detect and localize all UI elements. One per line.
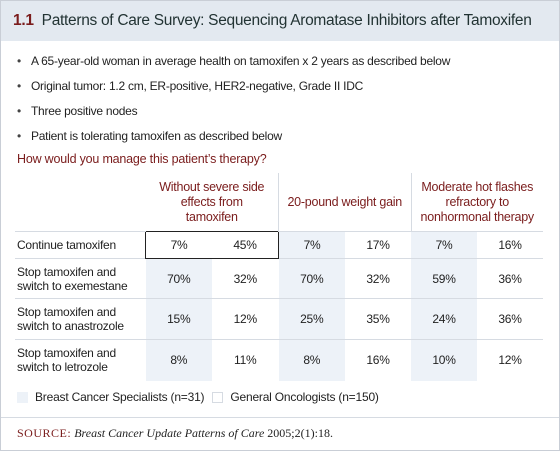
column-group: Without severe side effects from tamoxif… <box>159 179 265 224</box>
table-cell: 59% <box>411 258 477 299</box>
table-cell: 12% <box>477 339 543 381</box>
table-cell: 70% <box>145 258 212 299</box>
corner-cell <box>15 173 146 232</box>
table-row: Stop tamoxifen and switch to exemestane 7… <box>15 258 543 299</box>
table-cell: 32% <box>212 258 279 299</box>
bullet: Patient is tolerating tamoxifen as descr… <box>17 126 450 151</box>
table-cell: 7% <box>145 231 212 259</box>
header: 1.1 Patterns of Care Survey: Sequencing … <box>1 1 559 41</box>
table-cell: 36% <box>477 298 543 340</box>
table-cell: 32% <box>345 258 411 299</box>
source-citation: 2005;2(1):18. <box>267 426 333 440</box>
legend-label: General Oncologists (n=150) <box>230 390 379 404</box>
figure-title: Patterns of Care Survey: Sequencing Arom… <box>41 12 532 29</box>
table-row: Continue tamoxifen 7% 45% 7% 17% 7% 16% <box>15 231 543 259</box>
source-note: SOURCE: Breast Cancer Update Patterns of… <box>1 417 559 449</box>
question: How would you manage this patient’s ther… <box>17 152 267 166</box>
bullet: Original tumor: 1.2 cm, ER-positive, HER… <box>17 76 450 101</box>
column-group: 20-pound weight gain <box>278 173 411 232</box>
table-cell: 8% <box>278 339 345 381</box>
table-cell: 25% <box>278 298 345 340</box>
bullet-list: A 65-year-old woman in average health on… <box>17 51 450 151</box>
row-label: Stop tamoxifen and switch to exemestane <box>15 258 146 299</box>
table-cell: 7% <box>278 231 345 259</box>
legend-swatch <box>212 391 224 403</box>
table-row: Stop tamoxifen and switch to anastrozole… <box>15 298 543 340</box>
table-cell: 7% <box>411 231 477 259</box>
bullet: A 65-year-old woman in average health on… <box>17 51 450 76</box>
column-group: Moderate hot flashes refractory to nonho… <box>410 173 543 232</box>
table-row: Stop tamoxifen and switch to letrozole 8%… <box>15 339 543 381</box>
row-label: Continue tamoxifen <box>15 231 146 259</box>
legend-swatch <box>17 391 28 403</box>
table-cell: 16% <box>345 339 411 381</box>
table-cell: 15% <box>145 298 212 340</box>
table-cell: 24% <box>411 298 477 340</box>
figure-number: 1.1 <box>13 12 34 29</box>
table-cell: 36% <box>477 258 543 299</box>
row-label: Stop tamoxifen and switch to letrozole <box>15 339 146 381</box>
table-cell: 16% <box>477 231 543 259</box>
legend: Breast Cancer Specialists (n=31) General … <box>17 390 387 404</box>
legend-label: Breast Cancer Specialists (n=31) <box>35 390 205 404</box>
table-cell: 12% <box>212 298 279 340</box>
table-cell: 10% <box>411 339 477 381</box>
results-table: Without severe side effects from tamoxif… <box>15 173 543 381</box>
source-label: SOURCE: <box>17 426 72 440</box>
table-cell: 8% <box>145 339 212 381</box>
table-cell: 11% <box>212 339 279 381</box>
table-cell: 17% <box>345 231 411 259</box>
bullet: Three positive nodes <box>17 101 450 126</box>
row-label: Stop tamoxifen and switch to anastrozole <box>15 298 146 340</box>
table-cell: 35% <box>345 298 411 340</box>
source-publication: Breast Cancer Update Patterns of Care <box>74 426 265 440</box>
table-cell: 45% <box>212 231 279 259</box>
table-cell: 70% <box>278 258 345 299</box>
header-row: Without severe side effects from tamoxif… <box>15 173 543 232</box>
